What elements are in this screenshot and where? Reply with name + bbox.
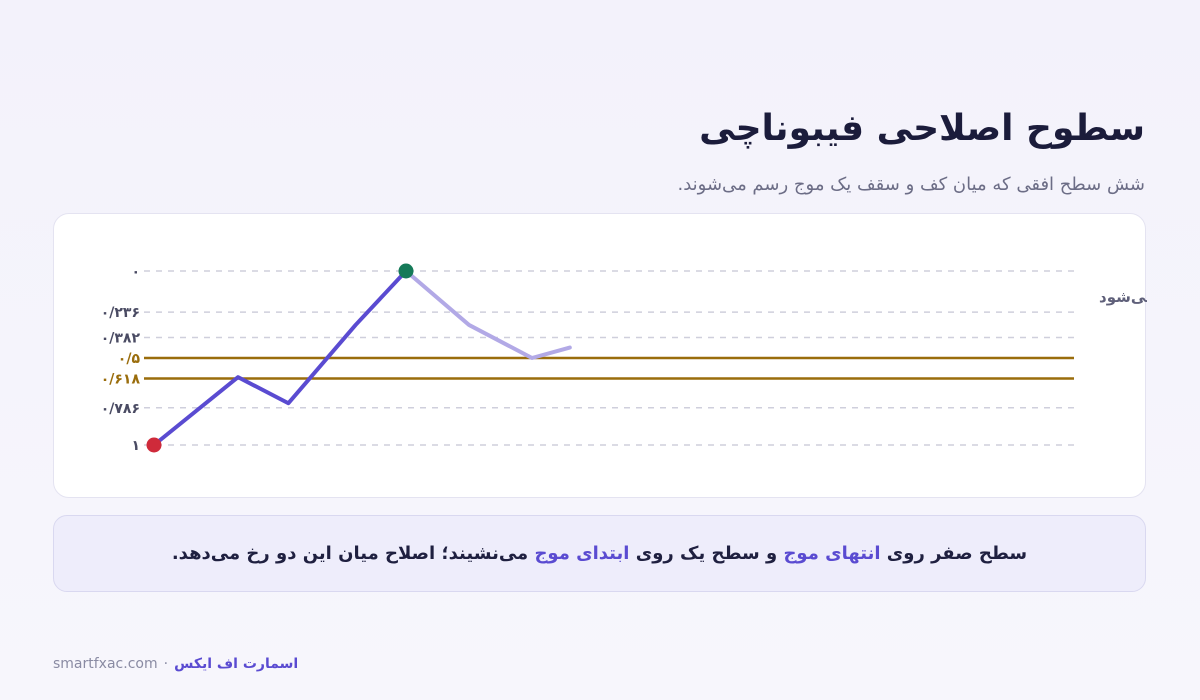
- level-label-0: ۰: [131, 264, 140, 280]
- note-highlight-wave-end: انتهای موج: [783, 543, 881, 564]
- main-wave-line: [152, 269, 408, 447]
- level-label-2: ۰/۳۸۲: [101, 330, 141, 346]
- explanation-box: سطح صفر روی انتهای موج و سطح یک روی ابتد…: [53, 515, 1146, 592]
- footer-domain[interactable]: smartfxac.com: [53, 656, 158, 672]
- note-part-1: سطح صفر روی: [880, 543, 1028, 564]
- level-label-5: ۰/۷۸۶: [101, 401, 140, 417]
- level-label-4: ۰/۶۱۸: [101, 372, 141, 388]
- page-subtitle: شش سطح افقی که میان کف و سقف یک موج رسم …: [677, 174, 1146, 195]
- footer: smartfxac.com · اسمارت اف ایکس: [53, 656, 298, 672]
- note-highlight-wave-start: ابتدای موج: [534, 543, 630, 564]
- note-part-2: و سطح یک روی: [629, 543, 784, 564]
- chart-annotation: موج اصلی از کف تا سقف رسم می‌شود: [1099, 288, 1147, 306]
- wave-start-point: [146, 437, 162, 453]
- retracement-line: [404, 269, 572, 360]
- level-label-6: ۱: [131, 438, 140, 454]
- wave-end-point: [398, 263, 414, 279]
- fibonacci-chart: ۰ ۰/۲۳۶ ۰/۳۸۲ ۰/۵ ۰/۶۱۸ ۰/۷۸۶ ۱ موج اصلی از کف…: [101, 263, 1147, 454]
- chart-card: ۰ ۰/۲۳۶ ۰/۳۸۲ ۰/۵ ۰/۶۱۸ ۰/۷۸۶ ۱ موج اصلی از کف…: [53, 213, 1147, 498]
- note-part-3: می‌نشیند؛ اصلاح میان این دو رخ می‌دهد.: [171, 543, 535, 564]
- page-title: سطوح اصلاحی فیبوناچی: [699, 108, 1145, 149]
- footer-separator: ·: [163, 656, 169, 672]
- level-label-1: ۰/۲۳۶: [101, 305, 140, 321]
- explanation-text: سطح صفر روی انتهای موج و سطح یک روی ابتد…: [172, 543, 1027, 564]
- footer-brand: اسمارت اف ایکس: [174, 656, 299, 672]
- level-label-3: ۰/۵: [118, 351, 141, 367]
